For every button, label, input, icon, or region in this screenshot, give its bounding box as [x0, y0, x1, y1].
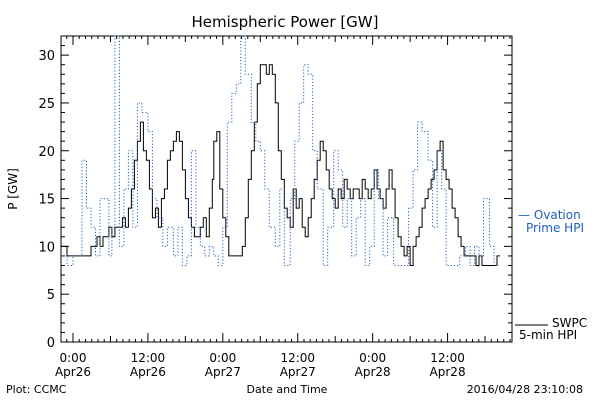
- x-tick-label-time: 0:00: [359, 351, 386, 365]
- x-tick-label-time: 0:00: [60, 351, 87, 365]
- x-tick-label-date: Apr27: [280, 365, 316, 379]
- x-tick-label-date: Apr28: [355, 365, 391, 379]
- legend-ovation-label: — Ovation: [518, 208, 581, 222]
- footer-plot-credit: Plot: CCMC: [6, 383, 67, 396]
- y-tick-label: 30: [38, 49, 55, 64]
- series-swpc-line: [61, 64, 500, 266]
- x-tick-label-time: 12:00: [131, 351, 166, 365]
- chart-title: Hemispheric Power [GW]: [192, 13, 379, 31]
- x-axis: 0:00Apr2612:00Apr260:00Apr2712:00Apr270:…: [55, 36, 511, 379]
- y-tick-label: 0: [47, 336, 55, 351]
- legend-swpc-label-2: 5-min HPI: [519, 328, 577, 342]
- y-axis-label: P [GW]: [6, 168, 20, 210]
- y-tick-label: 15: [38, 193, 55, 208]
- legend-ovation-label-2: Prime HPI: [526, 221, 584, 235]
- y-tick-label: 5: [47, 288, 55, 303]
- x-tick-label-time: 0:00: [209, 351, 236, 365]
- y-tick-label: 10: [38, 240, 55, 255]
- x-tick-label-date: Apr27: [205, 365, 241, 379]
- x-tick-label-date: Apr26: [130, 365, 166, 379]
- series-ovation-line: [61, 35, 499, 266]
- x-tick-label-time: 12:00: [430, 351, 465, 365]
- x-tick-label-date: Apr28: [430, 365, 466, 379]
- y-axis: 0 5 10 15 20 25 30: [38, 35, 512, 351]
- series-layer: [61, 35, 500, 266]
- y-tick-label: 25: [38, 97, 55, 112]
- legend-swpc-label: SWPC: [552, 316, 587, 330]
- x-axis-label: Date and Time: [247, 383, 328, 396]
- y-tick-label: 20: [38, 145, 55, 160]
- x-tick-label-date: Apr26: [55, 365, 91, 379]
- x-tick-label-time: 12:00: [280, 351, 315, 365]
- footer-timestamp: 2016/04/28 23:10:08: [467, 383, 583, 396]
